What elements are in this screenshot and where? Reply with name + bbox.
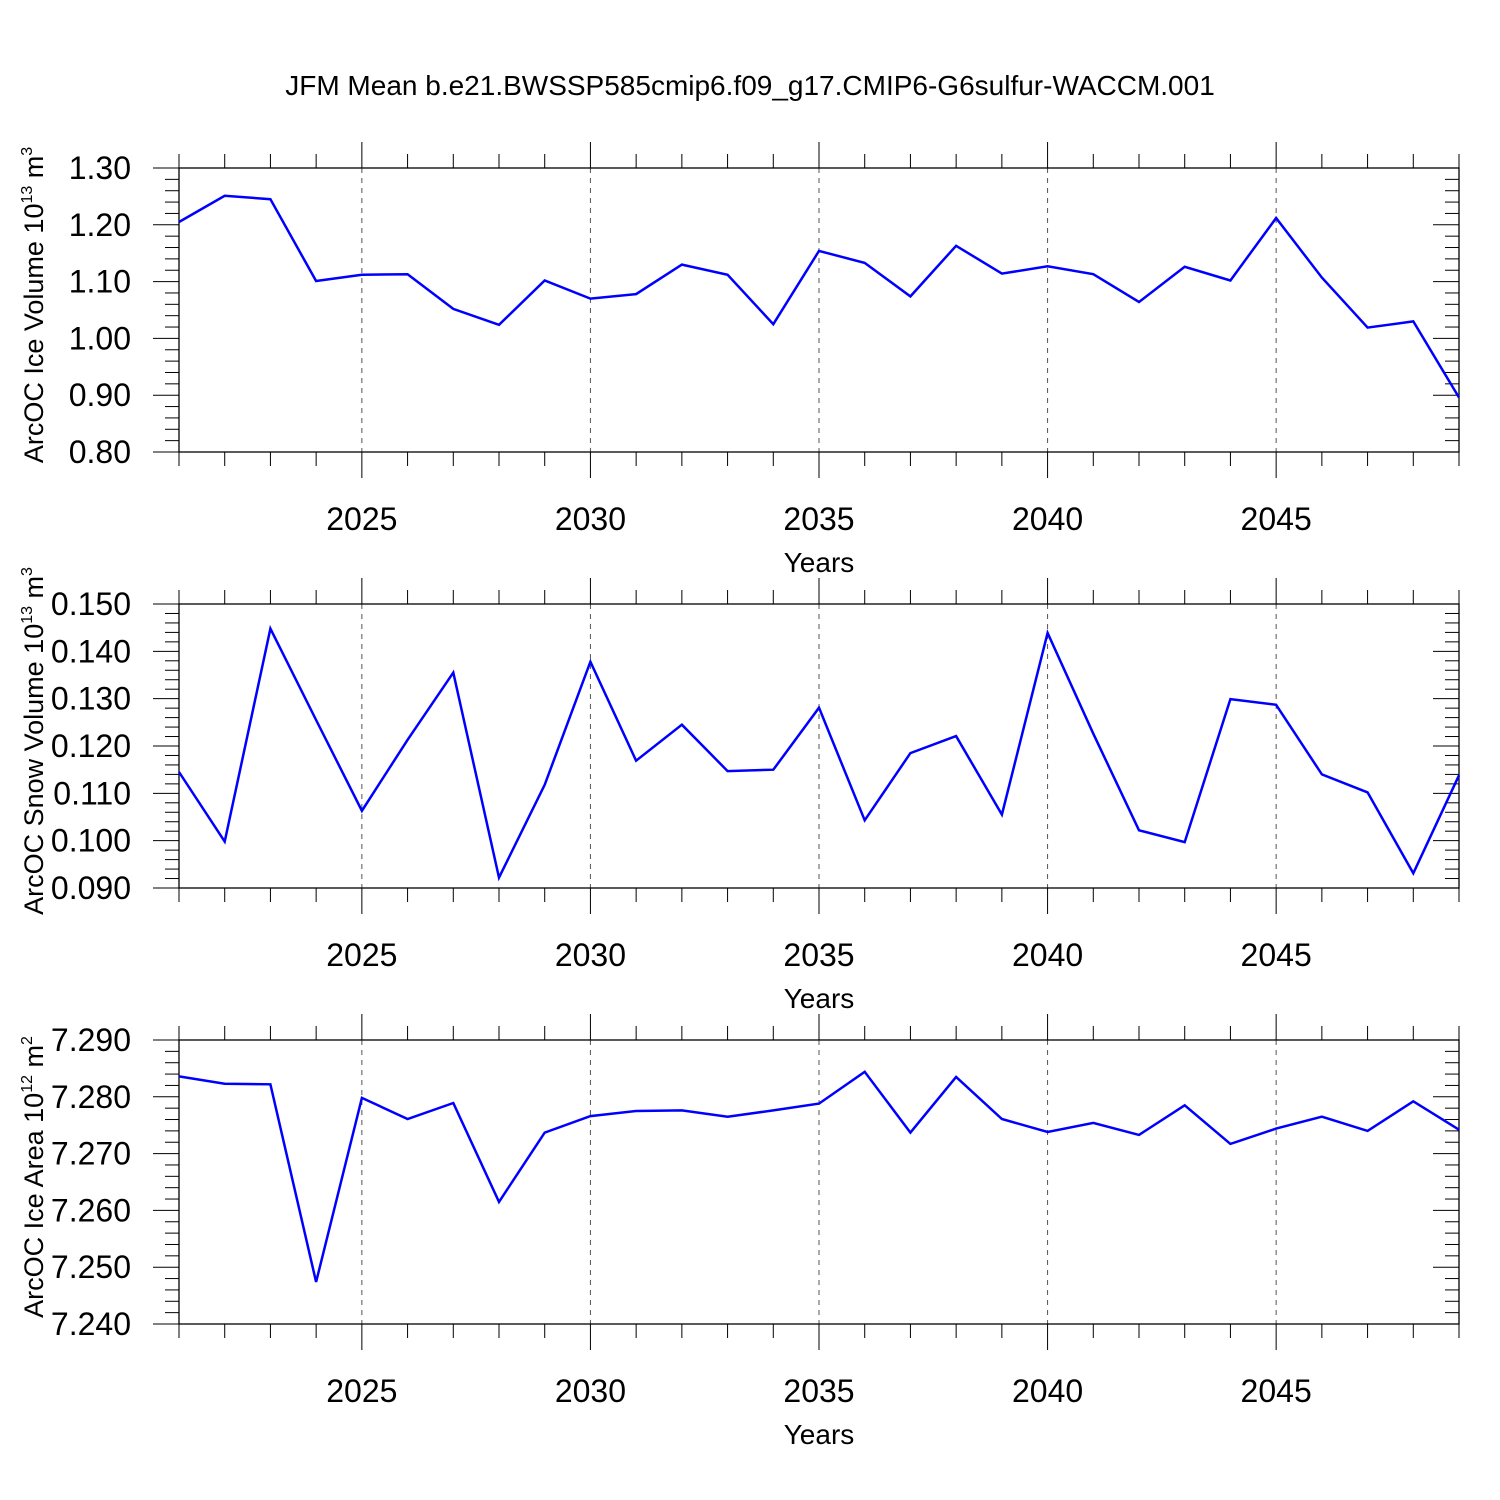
x-axis-label: Years bbox=[784, 1419, 855, 1450]
series-line bbox=[177, 624, 1461, 882]
x-tick-label: 2025 bbox=[326, 1373, 397, 1409]
x-tick-label: 2025 bbox=[326, 937, 397, 973]
x-tick-label: 2045 bbox=[1241, 937, 1312, 973]
x-tick-label: 2035 bbox=[783, 1373, 854, 1409]
x-tick-label: 2030 bbox=[555, 1373, 626, 1409]
y-axis-label: ArcOC Ice Volume 1013 m3 bbox=[19, 147, 49, 463]
x-tick-label: 2025 bbox=[326, 501, 397, 537]
y-tick-label: 7.250 bbox=[51, 1249, 131, 1285]
y-tick-label: 0.130 bbox=[51, 681, 131, 717]
x-tick-label: 2040 bbox=[1012, 1373, 1083, 1409]
y-tick-label: 0.90 bbox=[69, 377, 131, 413]
x-tick-label: 2040 bbox=[1012, 501, 1083, 537]
y-axis-label: ArcOC Ice Area 1012 m2 bbox=[19, 1036, 49, 1318]
x-tick-label: 2040 bbox=[1012, 937, 1083, 973]
x-axis-label: Years bbox=[784, 547, 855, 578]
y-tick-label: 1.10 bbox=[69, 264, 131, 300]
x-tick-label: 2045 bbox=[1241, 1373, 1312, 1409]
x-tick-label: 2035 bbox=[783, 501, 854, 537]
y-tick-label: 7.280 bbox=[51, 1079, 131, 1115]
y-tick-label: 7.290 bbox=[51, 1022, 131, 1058]
y-tick-label: 0.150 bbox=[51, 586, 131, 622]
series-line bbox=[178, 194, 1461, 399]
chart-title: JFM Mean b.e21.BWSSP585cmip6.f09_g17.CMI… bbox=[285, 70, 1215, 101]
series-line bbox=[178, 1070, 1460, 1283]
y-tick-label: 7.240 bbox=[51, 1306, 131, 1342]
x-tick-label: 2045 bbox=[1241, 501, 1312, 537]
x-tick-label: 2030 bbox=[555, 501, 626, 537]
x-tick-label: 2035 bbox=[783, 937, 854, 973]
x-axis-label: Years bbox=[784, 983, 855, 1014]
y-tick-label: 1.00 bbox=[69, 320, 131, 356]
y-tick-label: 0.120 bbox=[51, 728, 131, 764]
x-tick-label: 2030 bbox=[555, 937, 626, 973]
y-tick-label: 7.270 bbox=[51, 1136, 131, 1172]
y-tick-label: 1.30 bbox=[69, 150, 131, 186]
y-tick-label: 0.110 bbox=[53, 775, 131, 811]
y-tick-label: 7.260 bbox=[51, 1192, 131, 1228]
y-tick-label: 0.100 bbox=[51, 823, 131, 859]
y-tick-label: 1.20 bbox=[69, 207, 131, 243]
y-tick-label: 0.140 bbox=[51, 633, 131, 669]
y-tick-label: 0.090 bbox=[51, 870, 131, 906]
y-axis-label: ArcOC Snow Volume 1013 m3 bbox=[19, 567, 49, 915]
y-tick-label: 0.80 bbox=[69, 434, 131, 470]
